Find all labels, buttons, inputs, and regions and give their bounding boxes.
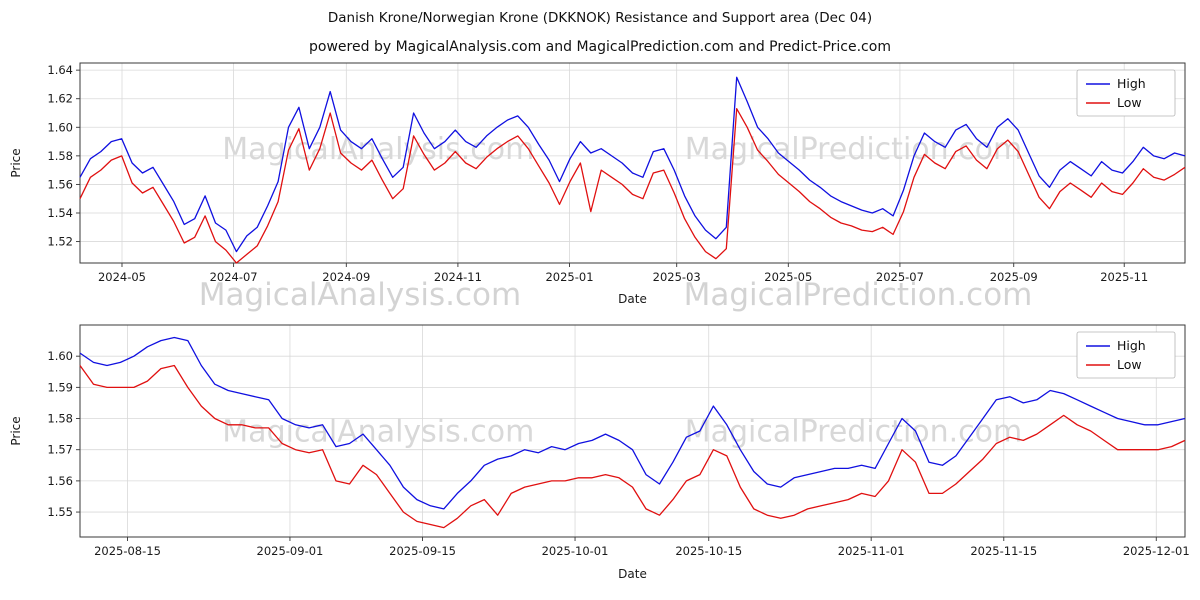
legend (1076, 331, 1176, 379)
x-tick-label: 2024-05 (98, 270, 146, 284)
y-tick-label: 1.58 (47, 149, 73, 163)
x-tick-label: 2025-09-15 (389, 544, 456, 558)
x-tick-label: 2025-11-15 (970, 544, 1037, 558)
x-tick-label: 2024-11 (434, 270, 482, 284)
x-tick-label: 2025-05 (764, 270, 812, 284)
high-line (79, 336, 1186, 510)
plot-border (79, 62, 1186, 264)
watermark-prediction: MagicalPrediction.com (685, 132, 1023, 167)
x-axis-label: Date (618, 292, 647, 306)
y-tick-label: 1.52 (47, 235, 73, 249)
watermark-analysis: MagicalAnalysis.com (222, 415, 534, 450)
legend-label: Low (1117, 357, 1142, 372)
x-tick-label: 2025-12-01 (1123, 544, 1190, 558)
watermark-prediction: MagicalPrediction.com (684, 277, 1033, 313)
y-tick-label: 1.56 (47, 474, 73, 488)
x-tick-label: 2025-08-15 (94, 544, 161, 558)
watermark-prediction: MagicalPrediction.com (685, 415, 1023, 450)
x-axis-label: Date (618, 567, 647, 581)
y-tick-label: 1.55 (47, 505, 73, 519)
top-chart: MagicalAnalysis.com MagicalPrediction.com… (9, 62, 1186, 313)
watermark-analysis: MagicalAnalysis.com (222, 132, 534, 167)
y-tick-label: 1.54 (47, 206, 73, 220)
legend (1076, 69, 1176, 117)
legend-label: High (1117, 338, 1146, 353)
high-line (79, 76, 1186, 253)
y-tick-label: 1.59 (47, 380, 73, 394)
legend-label: Low (1117, 95, 1142, 110)
y-tick-label: 1.56 (47, 177, 73, 191)
low-line (79, 364, 1186, 529)
y-tick-label: 1.58 (47, 412, 73, 426)
x-tick-label: 2025-11-01 (838, 544, 905, 558)
bottom-chart: MagicalAnalysis.com MagicalPrediction.com… (9, 324, 1190, 581)
y-tick-label: 1.62 (47, 92, 73, 106)
y-axis-label: Price (9, 416, 23, 445)
x-tick-label: 2025-10-15 (675, 544, 742, 558)
y-tick-label: 1.64 (47, 63, 73, 77)
x-tick-label: 2025-10-01 (542, 544, 609, 558)
x-tick-label: 2025-09-01 (257, 544, 324, 558)
y-tick-label: 1.57 (47, 443, 73, 457)
legend-label: High (1117, 76, 1146, 91)
y-tick-label: 1.60 (47, 120, 73, 134)
x-tick-label: 2024-07 (210, 270, 258, 284)
y-axis-label: Price (9, 148, 23, 177)
plot-border (79, 324, 1186, 538)
x-tick-label: 2025-03 (653, 270, 701, 284)
x-tick-label: 2025-09 (990, 270, 1038, 284)
watermark-analysis: MagicalAnalysis.com (199, 277, 521, 313)
x-tick-label: 2025-11 (1100, 270, 1148, 284)
y-tick-label: 1.60 (47, 349, 73, 363)
page-subtitle: powered by MagicalAnalysis.com and Magic… (309, 39, 891, 55)
low-line (79, 108, 1186, 264)
x-tick-label: 2025-07 (876, 270, 924, 284)
x-tick-label: 2025-01 (545, 270, 593, 284)
x-tick-label: 2024-09 (322, 270, 370, 284)
page-title: Danish Krone/Norwegian Krone (DKKNOK) Re… (327, 10, 873, 26)
